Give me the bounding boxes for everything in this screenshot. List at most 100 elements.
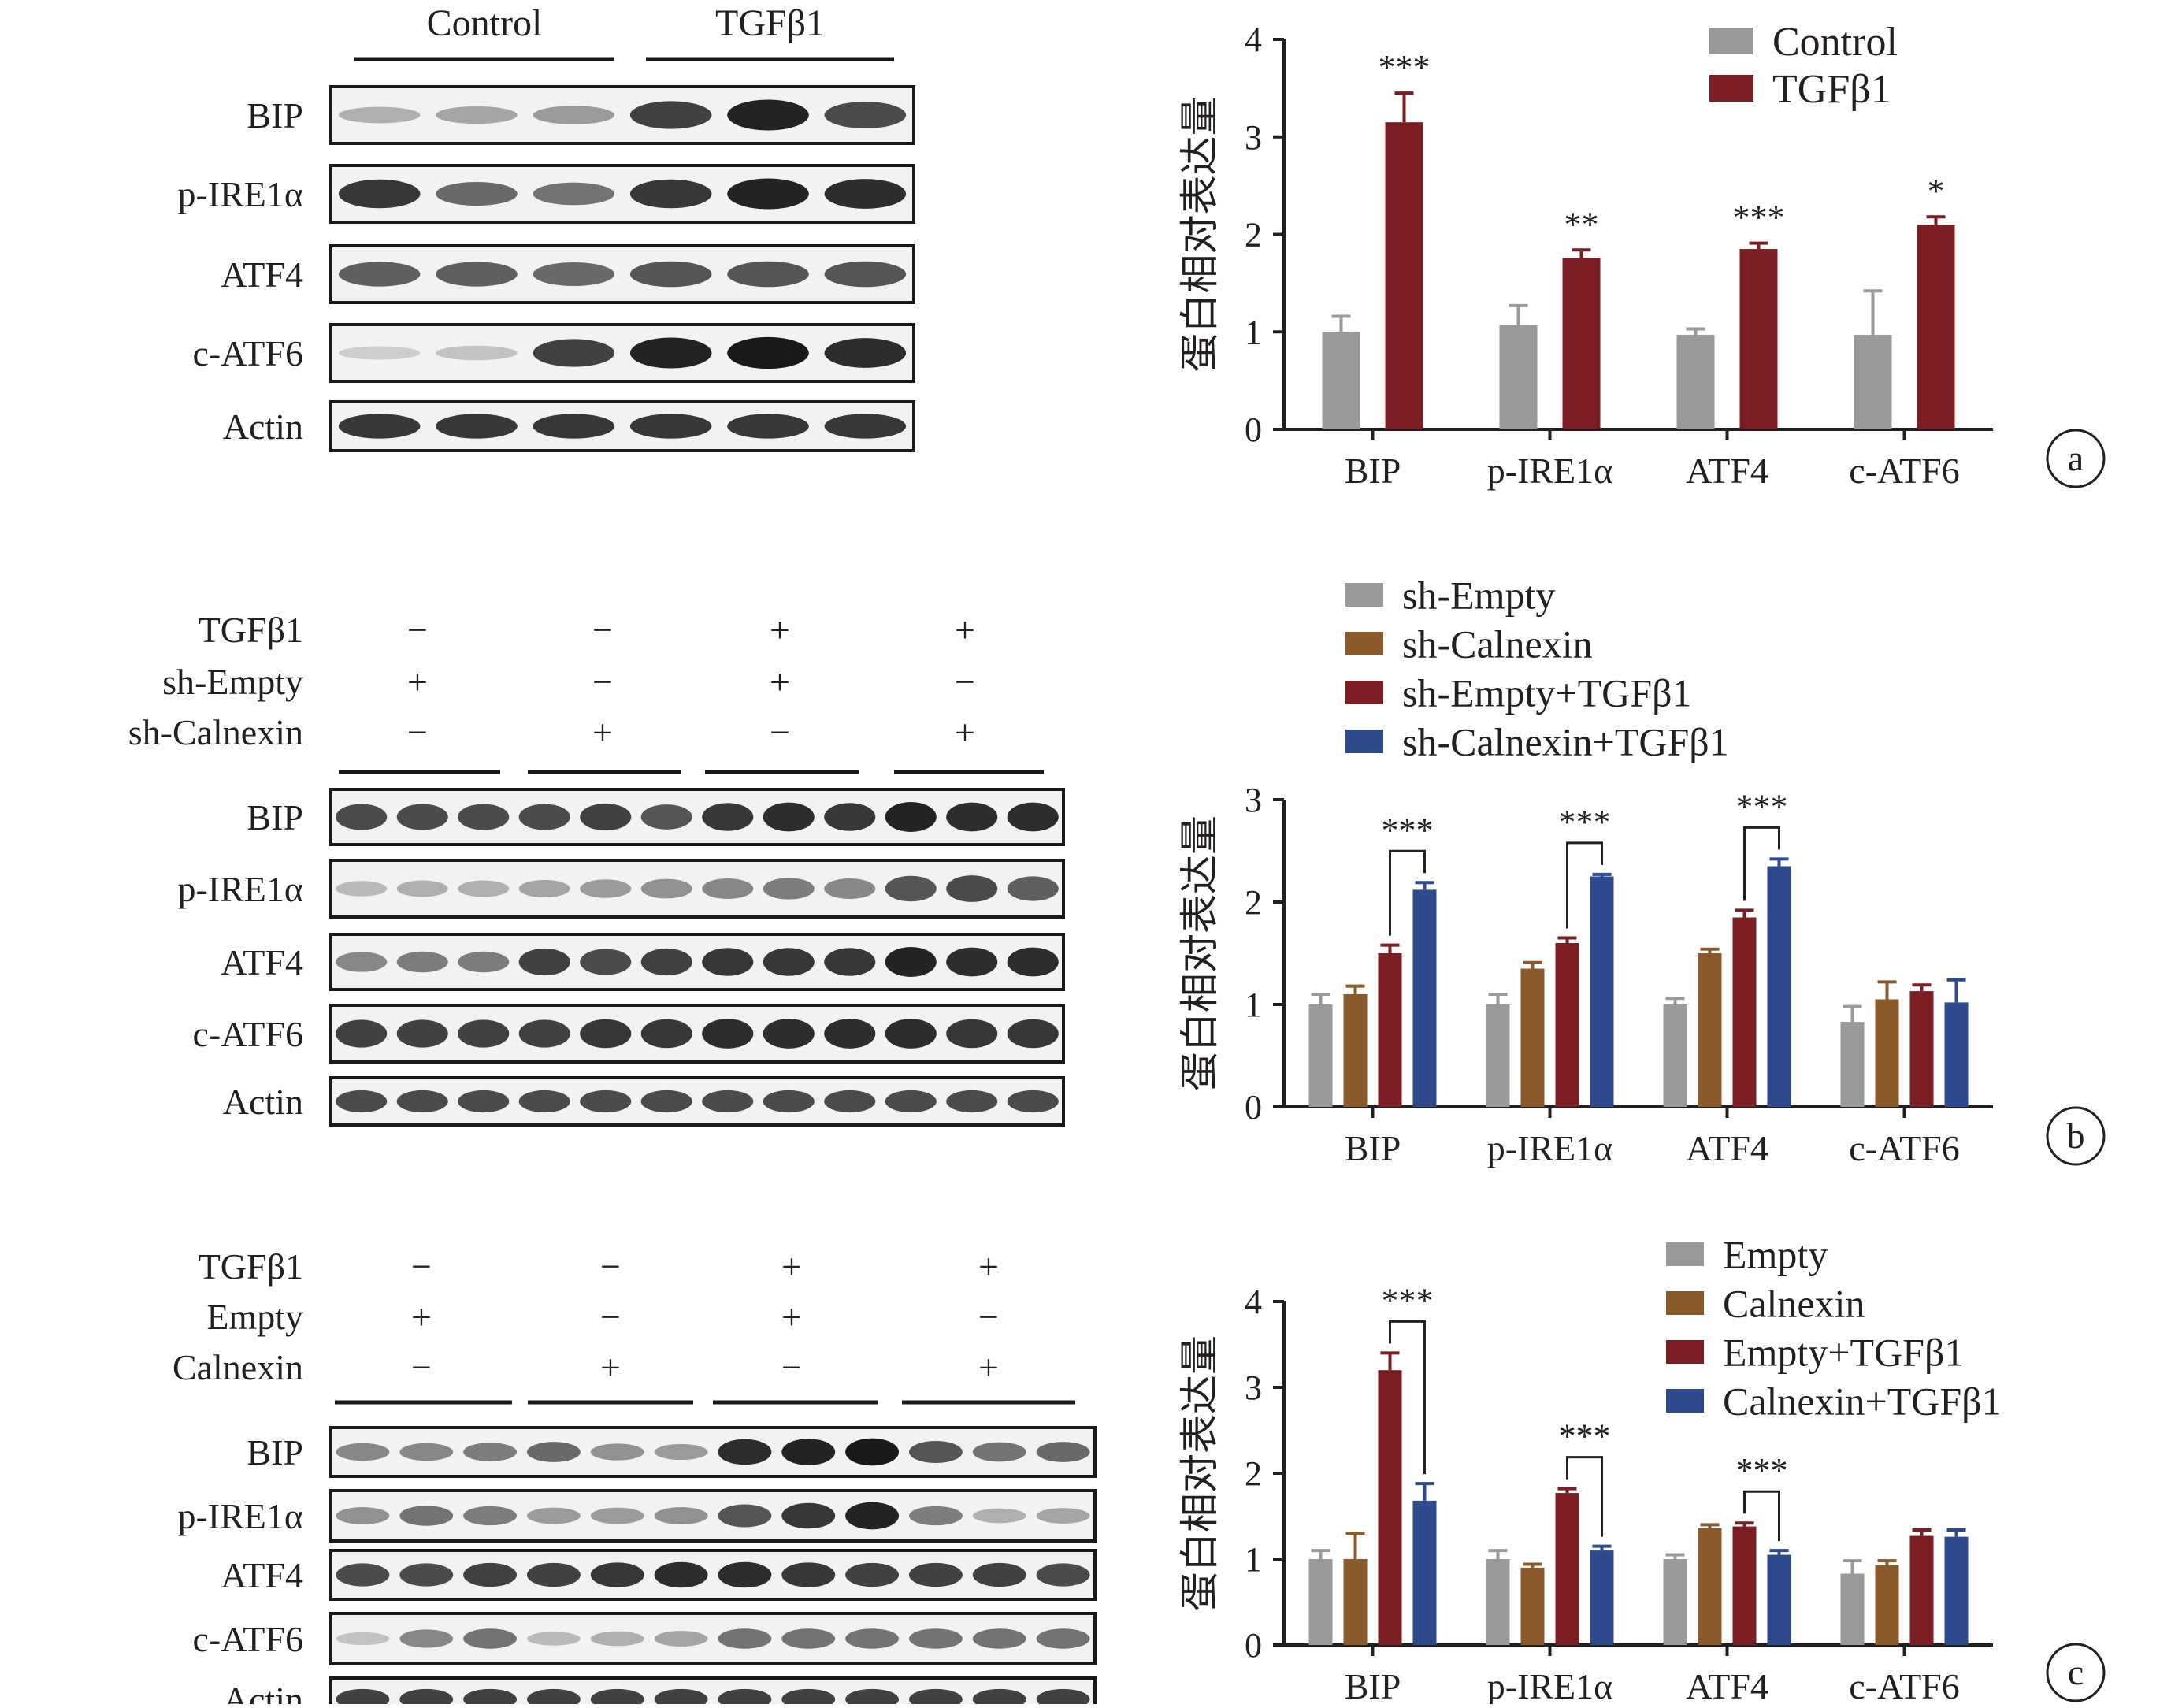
x-tick-label: c-ATF6 [1849,1128,1960,1168]
blot-band [763,802,815,832]
blot-band [336,1090,388,1113]
bar [1732,917,1757,1107]
bar [1944,1536,1969,1645]
blot-band [338,262,421,287]
y-tick-label: 3 [1245,118,1262,157]
blot-band [885,947,937,977]
condition-sign: + [592,712,613,752]
blot-band [702,1019,754,1049]
blot-band [629,101,712,129]
blot-band [781,1562,836,1587]
blot-band [533,414,615,439]
blot-band [336,1019,388,1048]
blot-band [518,879,570,898]
blot-band [781,1628,836,1649]
bar [1909,991,1934,1107]
blot-band [533,339,615,367]
blot-frame [329,164,915,224]
blot-band [1007,1090,1059,1113]
blot-band [946,947,998,977]
blot-band [972,1508,1026,1524]
blot-label-p-ire1-: p-IRE1α [177,869,303,909]
blot-band [972,1628,1026,1649]
blot-band [533,182,615,206]
blot-band [885,875,937,902]
blot-band [436,262,518,287]
blot-band [1036,1688,1090,1708]
legend-label: sh-Calnexin [1402,622,1593,666]
y-tick-label: 0 [1245,1626,1262,1665]
blot-band [463,1562,518,1587]
blot-band [718,1688,772,1708]
blot-band [336,952,388,972]
blot-band [845,1628,900,1649]
legend-swatch [1345,632,1383,655]
blot-band [1036,1442,1090,1462]
significance-label: *** [1559,803,1611,841]
blot-band [946,875,998,902]
blot-band [1007,1019,1059,1049]
significance-label: *** [1382,811,1434,849]
blot-band [336,1688,390,1708]
condition-sign: + [411,1297,432,1337]
y-tick-label: 0 [1245,1088,1262,1127]
blot-label-bip: BIP [247,797,303,837]
blot-band [718,1561,772,1588]
bar [1562,258,1601,429]
legend-label: Empty+TGFβ1 [1723,1331,1964,1375]
blot-label-c-atf6: c-ATF6 [192,1014,303,1054]
blot-frame [329,400,915,452]
blot-band [463,1443,518,1461]
blot-band [1007,947,1059,977]
legend-swatch [1709,75,1754,102]
blot-band [1007,802,1059,832]
blot-band [654,1506,708,1525]
y-tick-label: 2 [1245,216,1262,254]
bar [1767,866,1791,1107]
blot-frame [329,85,915,145]
condition-sign: + [781,1297,802,1337]
condition-sign: + [407,662,428,702]
blot-band [824,338,907,368]
x-tick-label: BIP [1345,451,1401,491]
bar [1840,1022,1865,1107]
bar [1343,994,1368,1107]
blot-band [885,1090,937,1113]
x-tick-label: ATF4 [1686,451,1768,491]
blot-band [845,1688,900,1708]
blot-band [640,804,692,830]
condition-sign: + [978,1347,999,1387]
significance-label: ** [1564,205,1599,243]
blot-band [781,1502,836,1529]
bar [1520,1567,1545,1645]
blot-band [590,1688,644,1708]
condition-sign: − [592,610,613,650]
blot-band [718,1628,772,1649]
y-tick-label: 1 [1245,1540,1262,1579]
legend-label: sh-Calnexin+TGFβ1 [1402,720,1729,764]
blot-band [458,880,510,897]
blot-group-label: TGFβ1 [715,2,825,44]
blot-band [908,1628,963,1649]
blot-band [824,414,907,439]
blot-frame [329,1676,1097,1708]
blot-frame [329,1612,1097,1665]
blot-band [629,414,712,439]
y-tick-label: 4 [1245,20,1262,59]
bar [1732,1526,1757,1645]
blot-band [436,106,518,124]
blot-band [972,1688,1026,1708]
blot-frame [329,1076,1065,1127]
blot-band [458,951,510,973]
blot-frame [329,1426,1097,1478]
panel-letter-circle [2046,1106,2106,1166]
blot-band [338,179,421,209]
bar [1854,334,1892,429]
blot-band [1036,1563,1090,1587]
blot-band [845,1438,900,1466]
condition-sign: − [978,1297,999,1337]
blot-label-p-ire1-: p-IRE1α [177,1496,303,1536]
blot-band [336,881,388,897]
blot-band [533,106,615,124]
